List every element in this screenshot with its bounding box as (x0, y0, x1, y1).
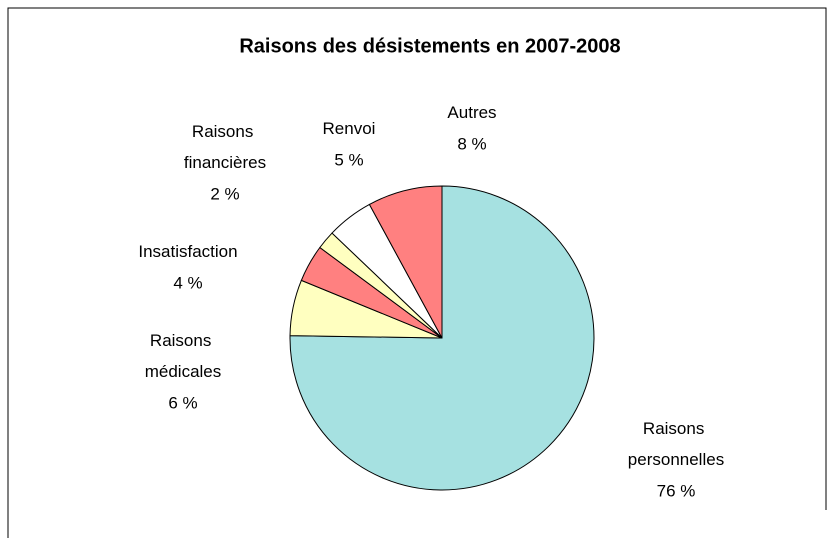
slice-label-line: médicales (145, 362, 222, 381)
slice-label: Raisons financières (184, 122, 266, 172)
slice-value-label: 6 % (168, 393, 197, 412)
slice-label: Autres (447, 103, 496, 122)
slice-value-label: 76 % (657, 481, 696, 500)
slice-label: Insatisfaction (138, 242, 237, 261)
chart-frame (7, 7, 827, 538)
pie-slice (368, 185, 443, 339)
slice-value-label: 4 % (173, 273, 202, 292)
slice-value-label: 8 % (457, 134, 486, 153)
slice-label-line: financières (184, 153, 266, 172)
slice-label-line: Raisons (192, 122, 258, 141)
pie-slice (289, 185, 595, 491)
slice-label-line: Autres (447, 103, 496, 122)
slice-label: Raisons personnelles (628, 419, 724, 469)
slice-value-label: 2 % (210, 184, 239, 203)
slice-label-line: Raisons (150, 331, 216, 350)
chart-title: Raisons des désistements en 2007-2008 (239, 35, 620, 57)
slice-value-label: 5 % (334, 150, 363, 169)
slice-label-line: Renvoi (323, 119, 376, 138)
slice-label-line: Insatisfaction (138, 242, 237, 261)
slice-label-line: Raisons (643, 419, 709, 438)
slice-label: Renvoi (323, 119, 376, 138)
slice-label: Raisons médicales (145, 331, 222, 381)
slice-label-line: personnelles (628, 450, 724, 469)
